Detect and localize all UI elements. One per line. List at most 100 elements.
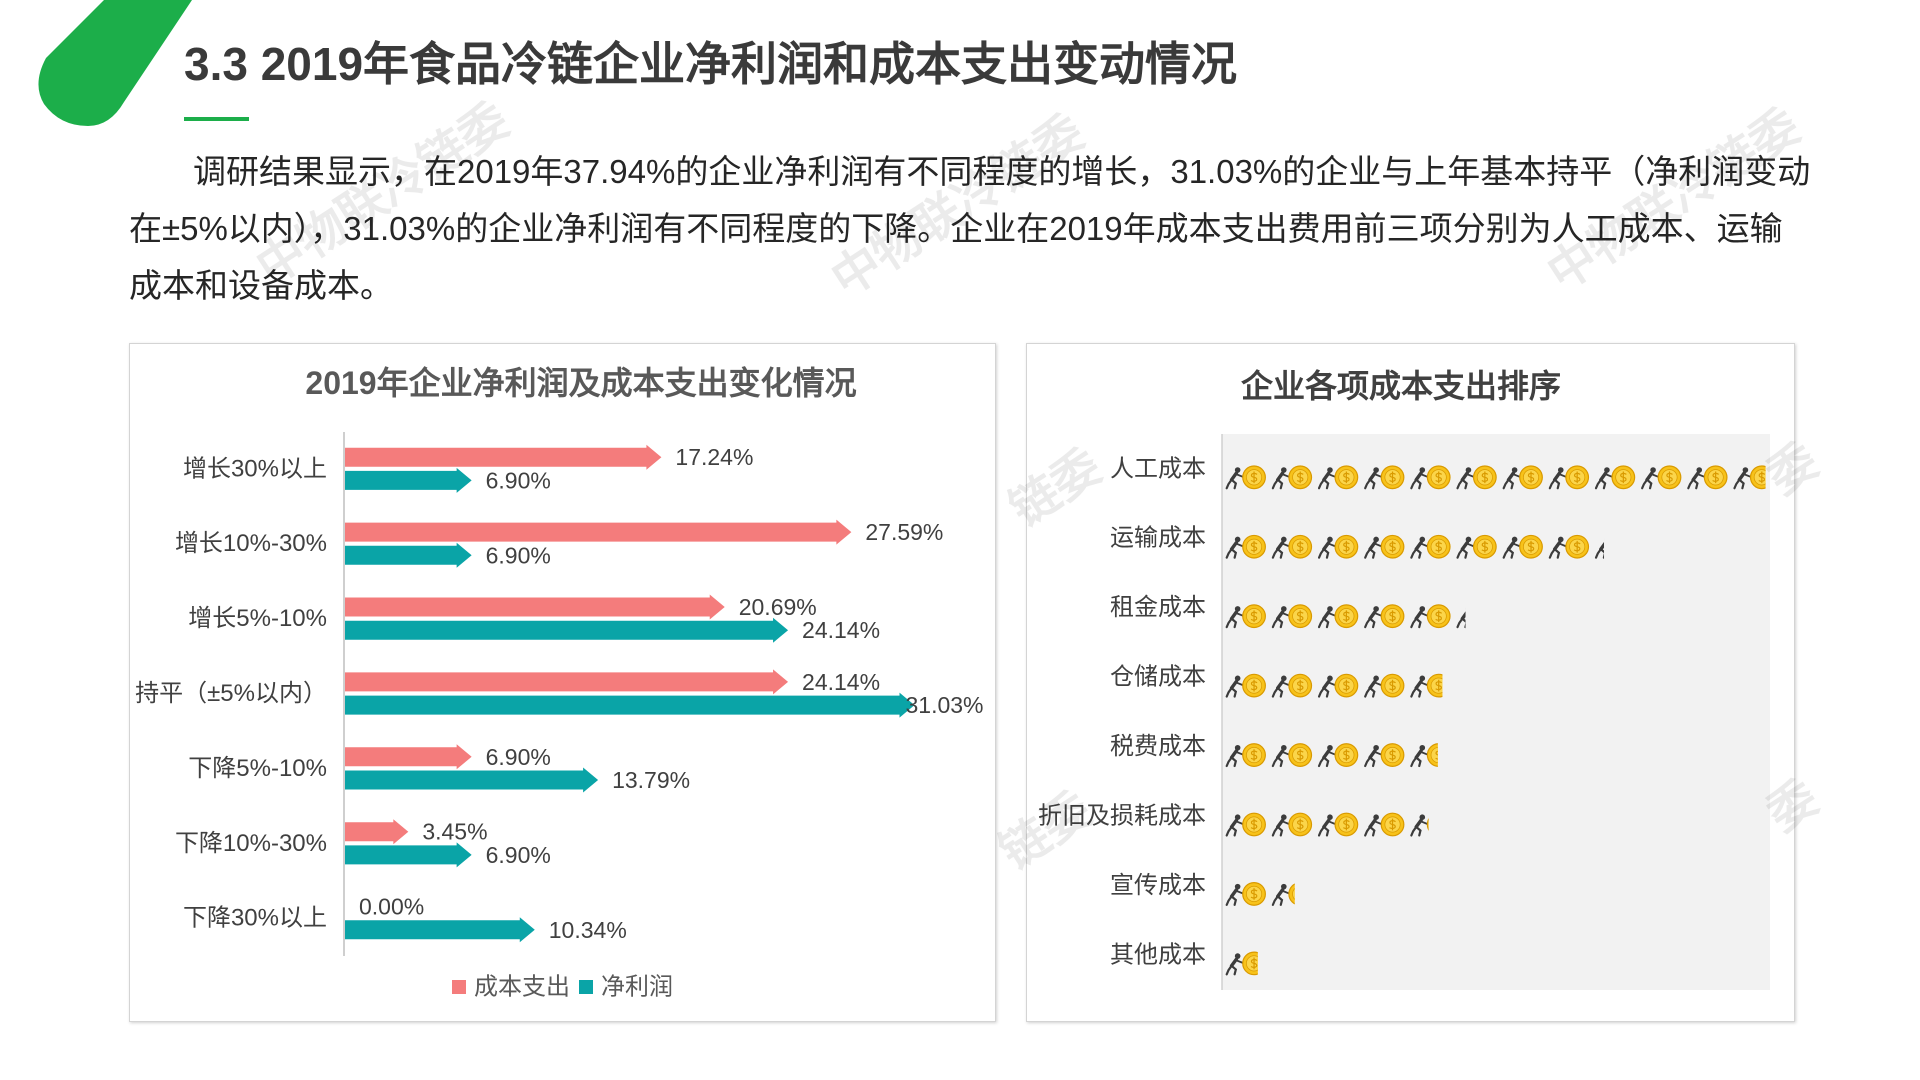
category-label: 租金成本: [1110, 594, 1206, 621]
bar-cost: [345, 519, 852, 545]
data-label: 20.69%: [739, 594, 817, 620]
category-label: 增长30%以上: [183, 455, 327, 482]
cost-ranking-chart: 企业各项成本支出排序 人工成本运输成本租金成本仓储成本税费成本折旧及损耗成本宣传…: [1038, 368, 1770, 990]
pictogram-row: [1225, 743, 1438, 768]
coin-pusher-icon: [1410, 814, 1429, 837]
category-label: 运输成本: [1110, 525, 1206, 552]
coin-pusher-icon: [1317, 465, 1359, 490]
category-label: 下降30%以上: [183, 905, 327, 932]
coin-pusher-icon: [1364, 604, 1405, 629]
title-underline: [184, 117, 249, 121]
coin-pusher-icon: [1410, 534, 1451, 559]
pictogram-row: [1225, 465, 1766, 490]
category-label: 下降5%-10%: [188, 755, 327, 782]
category-label: 仓储成本: [1110, 664, 1206, 691]
bar-profit: [345, 467, 472, 493]
coin-pusher-icon: [1548, 465, 1590, 490]
data-label: 6.90%: [486, 744, 551, 770]
pictogram-row: [1225, 604, 1466, 629]
coin-pusher-icon: [1317, 812, 1359, 837]
data-labels: 17.24%6.90%27.59%6.90%20.69%24.14%24.14%…: [359, 444, 984, 943]
coin-pusher-icon: [1225, 673, 1266, 698]
bar-cost: [345, 444, 662, 470]
coin-pusher-icon: [1410, 743, 1438, 768]
profit-cost-chart-panel: 2019年企业净利润及成本支出变化情况 增长30%以上 增长10%-30% 增长5%…: [129, 343, 996, 1022]
data-label: 17.24%: [675, 444, 753, 470]
category-label: 其他成本: [1110, 941, 1206, 968]
coin-pusher-icon: [1456, 465, 1497, 490]
bars: [345, 444, 915, 943]
coin-pusher-icon: [1271, 883, 1295, 906]
coin-pusher-icon: [1271, 743, 1313, 768]
intro-line: 调研结果显示，在2019年37.94%的企业净利润有不同程度的增长，31.03%…: [193, 153, 1811, 190]
coin-pusher-icon: [1364, 465, 1405, 490]
pictogram-rows: [1225, 465, 1766, 976]
category-label: 人工成本: [1110, 455, 1206, 482]
intro-line: 在±5%以内），31.03%的企业净利润有不同程度的下降。企业在2019年成本支…: [129, 210, 1783, 247]
data-label: 24.14%: [802, 669, 880, 695]
coin-pusher-icon: [1317, 534, 1359, 559]
coin-pusher-icon: [1271, 604, 1313, 629]
data-label: 24.14%: [802, 617, 880, 643]
category-label: 宣传成本: [1110, 872, 1206, 899]
coin-pusher-icon: [1364, 743, 1405, 768]
coin-pusher-icon: [1410, 465, 1451, 490]
pictogram-row: [1225, 812, 1429, 837]
data-label: 13.79%: [612, 767, 690, 793]
bar-profit: [345, 617, 789, 643]
coin-pusher-icon: [1271, 812, 1313, 837]
coin-pusher-icon: [1271, 534, 1313, 559]
data-label: 27.59%: [865, 519, 943, 545]
coin-pusher-icon: [1456, 611, 1466, 629]
plot-area: [1222, 434, 1770, 990]
coin-pusher-icon: [1594, 465, 1636, 490]
coin-pusher-icon: [1225, 534, 1266, 559]
legend: 成本支出 净利润: [452, 974, 673, 1001]
bar-cost: [345, 594, 725, 620]
category-label: 增长10%-30%: [175, 530, 327, 557]
coin-pusher-icon: [1410, 604, 1451, 629]
coin-pusher-icon: [1225, 812, 1266, 837]
coin-pusher-icon: [1225, 882, 1266, 906]
chart-title: 企业各项成本支出排序: [1241, 368, 1561, 404]
coin-pusher-icon: [1225, 465, 1266, 490]
bar-profit: [345, 692, 915, 718]
category-label: 税费成本: [1110, 733, 1206, 760]
coin-pusher-icon: [1456, 534, 1497, 559]
coin-pusher-icon: [1502, 465, 1543, 490]
bar-cost: [345, 819, 409, 845]
green-accent-shape: [38, 0, 192, 126]
coin-pusher-icon: [1225, 743, 1266, 768]
legend-label-cost: 成本支出: [474, 974, 570, 1001]
coin-pusher-icon: [1317, 604, 1359, 629]
bar-profit: [345, 767, 599, 793]
category-label: 折旧及损耗成本: [1038, 803, 1206, 830]
coin-pusher-icon: [1364, 673, 1405, 698]
coin-pusher-icon: [1364, 812, 1405, 837]
coin-pusher-icon: [1687, 465, 1728, 490]
legend-swatch-cost: [452, 980, 466, 994]
pictogram-row: [1225, 534, 1605, 559]
category-label: 持平（±5%以内）: [135, 680, 327, 707]
cost-ranking-chart-panel: 企业各项成本支出排序 人工成本运输成本租金成本仓储成本税费成本折旧及损耗成本宣传…: [1026, 343, 1795, 1022]
page-title: 3.3 2019年食品冷链企业净利润和成本支出变动情况: [184, 38, 1238, 90]
bar-cost: [345, 669, 789, 695]
data-label: 6.90%: [486, 542, 551, 568]
legend-label-profit: 净利润: [601, 974, 673, 1001]
intro-paragraph: 调研结果显示，在2019年37.94%的企业净利润有不同程度的增长，31.03%…: [129, 143, 1849, 314]
pictogram-row: [1225, 882, 1295, 906]
coin-pusher-icon: [1594, 541, 1605, 559]
data-label: 3.45%: [422, 819, 487, 845]
data-label: 31.03%: [906, 692, 984, 718]
chart-title: 2019年企业净利润及成本支出变化情况: [305, 365, 856, 401]
accent-decoration: [38, 0, 249, 126]
coin-pusher-icon: [1271, 673, 1313, 698]
pictogram-row: [1225, 951, 1258, 976]
data-label: 0.00%: [359, 894, 424, 920]
pictogram-row: [1225, 673, 1443, 698]
coin-pusher-icon: [1225, 951, 1258, 976]
bar-profit: [345, 842, 472, 868]
